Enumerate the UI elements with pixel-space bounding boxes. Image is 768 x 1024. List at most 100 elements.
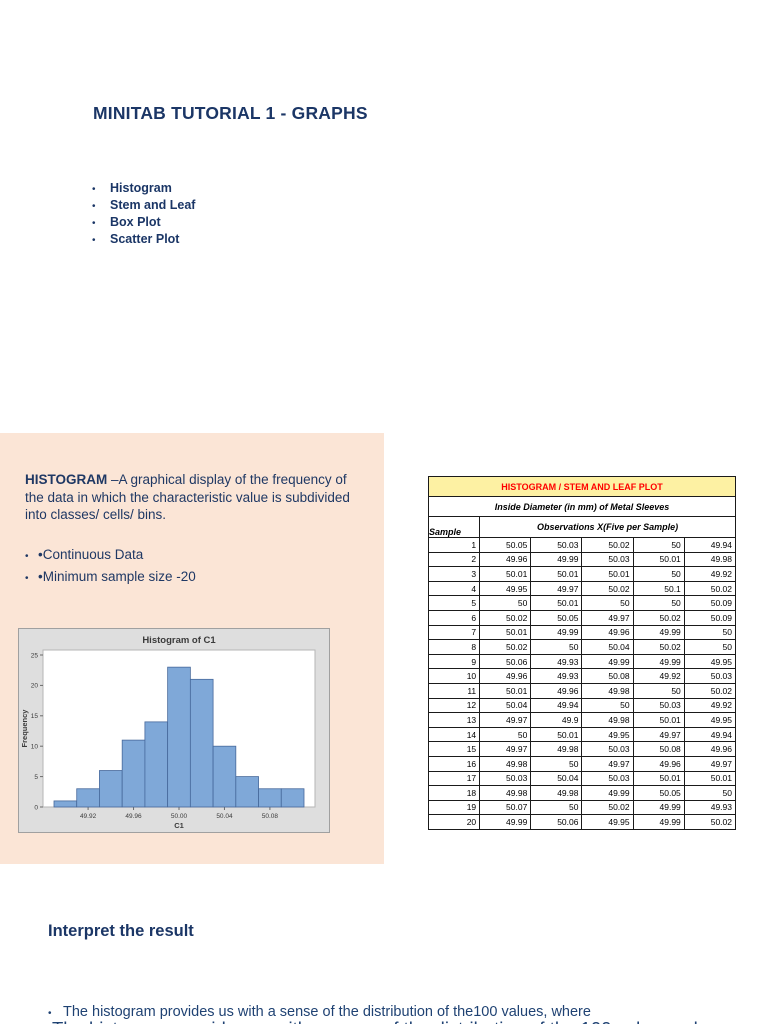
observation-cell: 50.01 [683,770,737,787]
observation-cell: 49.97 [581,609,634,626]
sample-number-cell: 9 [427,653,481,670]
svg-text:0: 0 [34,804,38,811]
bullet-dot-icon: • [25,551,29,562]
table-row: 13 49.97 49.9 49.98 50.01 49.95 [427,712,737,728]
observation-cell: 49.93 [530,653,583,670]
observation-cell: 50 [632,566,685,582]
sample-number-cell: 18 [427,785,481,801]
observation-cell: 49.99 [581,785,634,801]
table-row: 4 49.95 49.97 50.02 50.1 50.02 [427,580,737,597]
table-row: 2 49.96 49.99 50.03 50.01 49.98 [427,551,737,568]
sample-number-cell: 8 [427,639,481,655]
observation-cell: 49.99 [479,814,532,830]
sample-number-cell: 11 [427,682,481,699]
observation-cell: 50.05 [479,537,532,553]
observation-cell: 49.95 [479,580,532,597]
topic-label: Histogram [110,181,172,195]
observation-cell: 50.01 [530,566,583,582]
observation-cell: 49.99 [632,799,685,816]
column-header-observations: Observations X(Five per Sample) [479,516,736,538]
observation-cell: 50.05 [530,609,583,626]
sample-number-cell: 17 [427,770,481,787]
table-row: 3 50.01 50.01 50.01 50 49.92 [427,566,737,582]
observation-cell: 49.94 [683,537,737,553]
sample-number-cell: 13 [427,712,481,728]
observation-cell: 49.98 [581,712,634,728]
topic-item: • Box Plot [92,215,195,232]
histogram-bar [121,739,146,808]
observation-cell: 50.02 [581,537,634,553]
definition-bullet-item: • •Minimum sample size -20 [25,569,196,591]
bullet-dot-icon: • [92,218,96,229]
observation-cell: 50.04 [581,639,634,655]
topic-item: • Stem and Leaf [92,198,195,215]
observation-cell: 50.06 [530,814,583,830]
observation-cell: 50.03 [632,697,685,714]
observation-cell: 49.98 [683,551,737,568]
observation-cell: 50.02 [683,682,737,699]
histogram-definition-panel: HISTOGRAM –A graphical display of the fr… [0,433,384,864]
sample-number-cell: 7 [427,624,481,641]
histogram-bar [235,776,259,808]
sample-number-cell: 15 [427,741,481,757]
definition-term: HISTOGRAM [25,472,108,487]
histogram-bar [212,745,237,808]
observation-cell: 50 [683,785,737,801]
table-row: 17 50.03 50.04 50.03 50.01 50.01 [427,770,737,787]
histogram-bar [167,666,191,808]
topic-list: • Histogram • Stem and Leaf • Box Plot • Scatte… [92,181,195,249]
sample-number-cell: 6 [427,609,481,626]
topic-item: • Histogram [92,181,195,198]
histogram-bar [76,788,100,808]
table-row: 19 50.07 50 50.02 49.99 49.93 [427,799,737,816]
observation-cell: 50.01 [632,770,685,787]
observation-cell: 50 [479,595,532,611]
observation-cell: 50.04 [530,770,583,787]
definition-bullets: • •Continuous Data • •Minimum sample size -… [25,547,196,591]
bullet-dot-icon: • [92,184,96,195]
observation-cell: 50 [530,799,583,816]
observation-cell: 49.94 [683,726,737,743]
topic-label: Box Plot [110,215,161,229]
topic-label: Scatter Plot [110,232,180,246]
histogram-chart: Histogram of C1 C1 Frequency 0 5 10 15 20 25 49.9… [18,628,330,833]
interpret-heading: Interpret the result [48,922,194,940]
histogram-bar [280,788,305,808]
histogram-bar [99,770,123,808]
table-row: 18 49.98 49.98 49.99 50.05 50 [427,785,737,801]
svg-text:10: 10 [31,744,39,751]
observation-cell: 49.99 [632,624,685,641]
observation-cell: 50 [632,682,685,699]
sample-number-cell: 16 [427,755,481,772]
svg-text:25: 25 [31,652,39,659]
observation-cell: 50.09 [683,609,737,626]
observation-cell: 49.96 [479,551,532,568]
topic-label: Stem and Leaf [110,198,196,212]
observation-cell: 49.96 [530,682,583,699]
observation-cell: 50.03 [530,537,583,553]
observation-cell: 49.95 [581,726,634,743]
observation-cell: 50.01 [530,595,583,611]
observation-cell: 50.03 [683,668,737,684]
observation-cell: 50.01 [530,726,583,743]
observation-cell: 50.02 [683,580,737,597]
observation-cell: 50.09 [683,595,737,611]
observation-cell: 49.98 [479,785,532,801]
observation-cell: 49.92 [632,668,685,684]
bullet-dot-icon: • [92,235,96,246]
observation-cell: 49.96 [479,668,532,684]
table-row: 6 50.02 50.05 49.97 50.02 50.09 [427,609,737,626]
observation-cell: 50.08 [632,741,685,757]
definition-bullet-text: •Minimum sample size -20 [38,569,196,584]
observation-cell: 50.02 [683,814,737,830]
observation-cell: 49.98 [530,785,583,801]
observation-cell: 50.01 [632,712,685,728]
observation-cell: 50 [683,624,737,641]
table-subtitle: Inside Diameter (in mm) of Metal Sleeves [428,496,736,517]
table-row: 9 50.06 49.93 49.99 49.99 49.95 [427,653,737,670]
observation-cell: 49.95 [683,653,737,670]
observation-cell: 49.99 [581,653,634,670]
observation-cell: 49.92 [683,697,737,714]
observation-cell: 49.98 [581,682,634,699]
observation-cell: 50 [632,537,685,553]
